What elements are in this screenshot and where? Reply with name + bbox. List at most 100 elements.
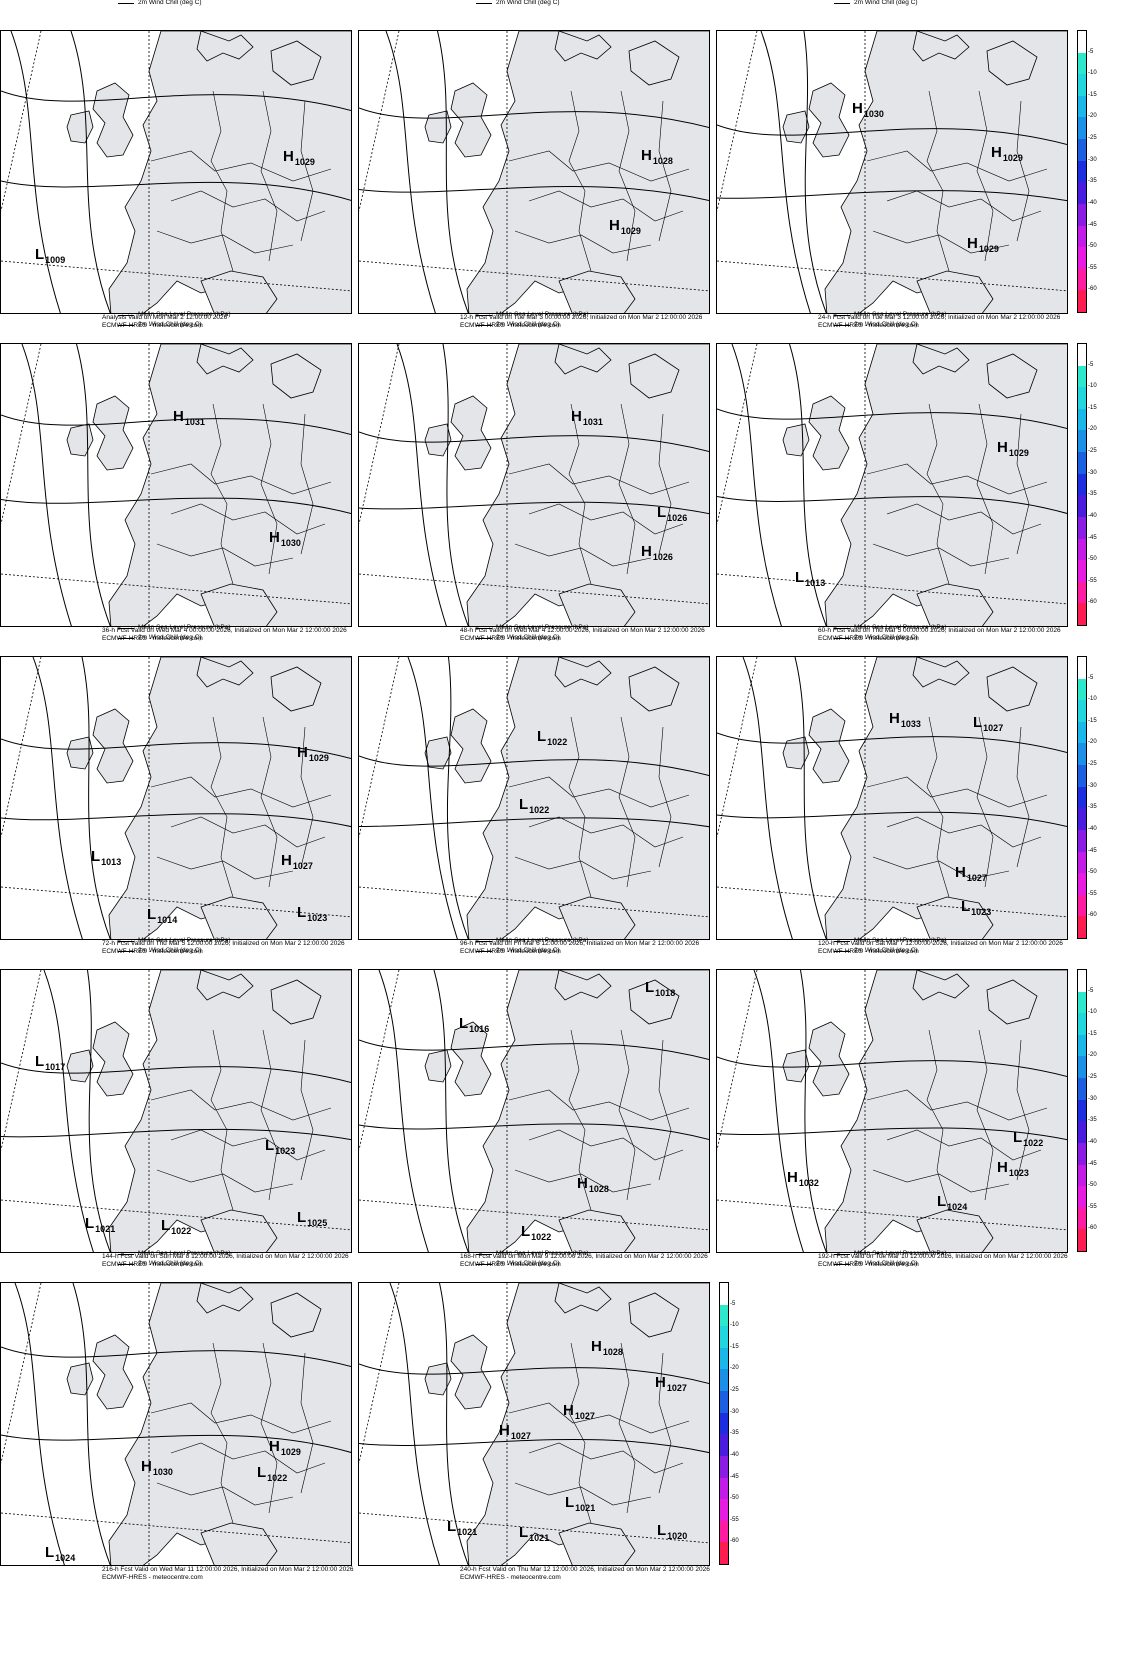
legend-line-swatch [834,3,850,4]
forecast-panel: H1033 L1027 H1027 L1023 -5 -10 -15 -20 -25 -30 -35… [716,626,1097,958]
land-area [558,1522,636,1565]
legend-windchill-row: 2m Wind Chill (deg C) [0,633,358,643]
top-legend-block: Mean Sea Level Pressure (hPa)2m Wind Chi… [0,0,358,18]
land-area [200,1209,278,1252]
colorbar-tick-label: -50 [1088,1182,1097,1189]
valid-time-label: Analysis Valid on Mon Mar 2 12:00:00 202… [102,314,228,321]
country-border [872,230,1010,254]
valid-time-label: 192-h Fcst Valid on Tue Mar 10 12:00:00 … [818,1253,1068,1260]
legend-mslp-label: Mean Sea Level Pressure (hPa) [496,1250,589,1257]
panel-caption: 240-h Fcst Valid on Thu Mar 12 12:00:00 … [460,1566,710,1582]
legend-line-swatch [834,628,850,629]
legend-windchill-row: 2m Wind Chill (deg C) [716,0,1074,8]
colorbar-tick-label: -20 [1088,426,1097,433]
pressure-center-letter: L [521,1223,531,1240]
panel-caption: 168-h Fcst Valid on Mon Mar 9 12:00:00 2… [460,1253,708,1269]
forecast-map: L1018 L1016 H1028 L1022 [358,969,710,1253]
graticule-line [717,1199,1067,1231]
isobar-line [717,732,1067,754]
country-border [210,716,234,898]
colorbar-labels: -5 -10 -15 -20 -25 -30 -35 -40 -45 -50 -55 -60 [730,1282,744,1565]
legend-windchill-row: 2m Wind Chill (deg C) [716,633,1074,643]
legend-mslp-label: Mean Sea Level Pressure (hPa) [138,937,231,944]
country-border [976,716,994,888]
land-area [554,1283,612,1314]
pressure-value: 1030 [280,538,301,548]
map-legend: Mean Sea Level Pressure (hPa) 2m Wind Chi… [0,936,358,966]
forecast-panel: H1029 L1013 -5 -10 -15 -20 -25 -30 -35 -40 -45 -50 -… [716,313,1097,645]
pressure-center-letter: L [519,796,529,813]
legend-line-swatch [834,1254,850,1255]
country-border [886,190,1042,222]
legend-mslp-label: Mean Sea Level Pressure (hPa) [854,624,947,631]
country-border [568,716,592,898]
colorbar-swatch [1078,765,1086,788]
land-area [92,395,134,471]
pressure-center-letter: H [955,864,966,881]
country-border [568,403,592,585]
country-border [926,403,950,585]
country-border [260,1029,278,1201]
panel-caption: 24-h Fcst Valid on Tue Mar 3 12:00:00 20… [818,314,1060,330]
isobar-line [359,107,709,129]
country-border [210,90,234,272]
model-source-label: ECMWF-HRES - meteocentre.com [460,1261,561,1268]
panel-caption: 60-h Fcst Valid on Thu Mar 5 00:00:00 20… [818,627,1061,643]
legend-line-swatch [476,638,492,639]
land-area [782,423,810,457]
land-area [912,344,970,375]
country-border [514,543,652,567]
colorbar-tick-label: -15 [1088,404,1097,411]
colorbar-tick-label: -40 [1088,199,1097,206]
legend-line-swatch [834,951,850,952]
windchill-colorbar [1077,969,1087,1252]
pressure-value: 1022 [171,1226,192,1236]
legend-line-swatch [118,951,134,952]
colorbar-tick-label: -30 [1088,1095,1097,1102]
colorbar-swatch [1078,603,1086,626]
panel-caption: 72-h Fcst Valid on Thu Mar 5 12:00:00 20… [102,940,345,956]
pressure-value: 1024 [947,1202,968,1212]
colorbar-swatch [1078,1034,1086,1057]
pressure-value: 1029 [978,244,999,254]
colorbar-tick-label: -25 [730,1387,739,1394]
colorbar-tick-label: -60 [1088,912,1097,919]
isobar-line [717,124,1067,146]
graticule-line [1,1283,42,1464]
low-pressure-marker: L1021 [565,1495,595,1513]
pressure-value: 1018 [655,988,676,998]
high-pressure-marker: H1027 [655,1375,687,1393]
pressure-center-letter: H [997,1159,1008,1176]
high-pressure-marker: H1027 [281,853,313,871]
land-area [66,1362,94,1396]
colorbar-tick-label: -50 [1088,869,1097,876]
graticule-line [359,573,709,605]
map-geography [1,657,351,939]
country-border [514,856,652,880]
legend-windchill-row: 2m Wind Chill (deg C) [716,320,1074,330]
pressure-center-letter: L [459,1015,469,1032]
graticule-line [1,657,42,838]
panel-caption: 12-h Fcst Valid on Tue Mar 3 00:00:00 20… [460,314,702,330]
legend-line-swatch [476,1254,492,1255]
pressure-value: 1014 [157,915,178,925]
land-area [92,82,134,158]
land-area [270,1292,322,1338]
map-legend: Mean Sea Level Pressure (hPa) 2m Wind Chi… [0,310,358,340]
isobar-line [359,1363,709,1385]
colorbar-swatch [1078,1056,1086,1079]
model-source-label: ECMWF-HRES - meteocentre.com [818,1261,919,1268]
isobar-line [717,1056,1067,1078]
map-legend: Mean Sea Level Pressure (hPa) 2m Wind Chi… [716,623,1074,653]
land-area [200,896,278,939]
low-pressure-marker: L1022 [161,1218,192,1236]
country-border [568,90,592,272]
isobar-line [717,408,1067,430]
forecast-map: H1030 H1029 H1029 [716,30,1068,314]
map-geography [359,344,709,626]
country-border [300,413,314,555]
isobar-line [359,1439,709,1454]
model-source-label: ECMWF-HRES - meteocentre.com [460,635,561,642]
legend-mslp-row: Mean Sea Level Pressure (hPa) [0,936,358,946]
colorbar-tick-label: -20 [730,1365,739,1372]
